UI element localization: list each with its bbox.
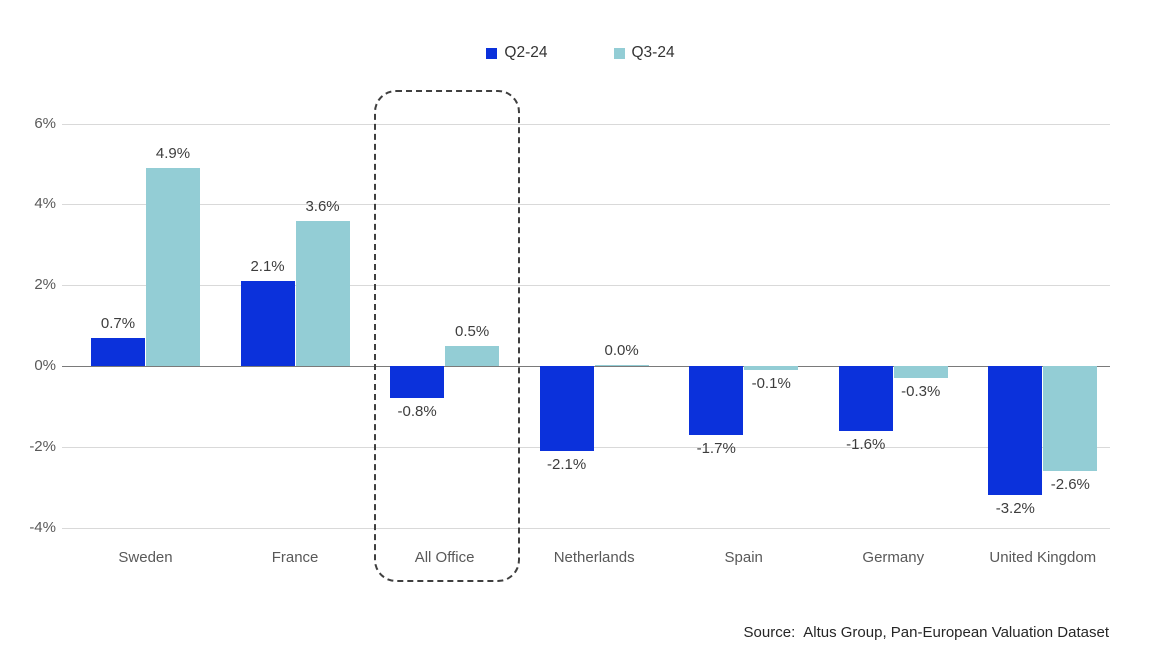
x-axis-label-spain: Spain bbox=[724, 549, 763, 566]
bar-q3-24-united-kingdom bbox=[1043, 366, 1098, 472]
y-tick-label-4: -4% bbox=[29, 518, 56, 536]
data-label-q2-24-all-office: -0.8% bbox=[397, 403, 437, 421]
bar-q2-24-spain bbox=[689, 366, 744, 435]
x-axis-label-sweden: Sweden bbox=[118, 549, 173, 566]
data-label-q3-24-sweden: 4.9% bbox=[155, 145, 191, 163]
y-tick-label-2: -2% bbox=[29, 437, 56, 455]
bar-q2-24-all-office bbox=[390, 366, 445, 399]
legend-swatch-q2-24 bbox=[486, 47, 498, 59]
data-label-q3-24-united-kingdom: -2.6% bbox=[1050, 476, 1090, 494]
y-tick-label-4: 4% bbox=[34, 195, 56, 213]
y-tick-label-0: 0% bbox=[34, 357, 56, 374]
source-label: Source: bbox=[743, 624, 796, 641]
legend-item-q2-24: Q2-24 bbox=[486, 44, 548, 62]
y-tick-label-6: 6% bbox=[34, 114, 56, 132]
y-tick-label-2: 2% bbox=[34, 276, 56, 294]
bar-q2-24-germany bbox=[838, 366, 893, 431]
data-label-q2-24-germany: -1.6% bbox=[846, 435, 886, 453]
x-axis-label-germany: Germany bbox=[862, 549, 925, 566]
data-label-q3-24-germany: -0.3% bbox=[901, 383, 941, 401]
source-note: Source: Altus Group, Pan-European Valuati… bbox=[744, 624, 1109, 641]
bar-q2-24-netherlands bbox=[539, 366, 594, 451]
data-label-q3-24-spain: -0.1% bbox=[751, 375, 791, 393]
legend-label-q3-24: Q3-24 bbox=[631, 44, 675, 61]
x-axis-label-france: France bbox=[271, 549, 319, 566]
y-gridline-6 bbox=[62, 123, 1110, 125]
bar-q2-24-france bbox=[240, 281, 295, 366]
bar-q3-24-sweden bbox=[146, 168, 200, 366]
bar-q2-24-united-kingdom bbox=[988, 366, 1043, 496]
data-label-q2-24-spain: -1.7% bbox=[696, 439, 736, 457]
data-label-q3-24-all-office: 0.5% bbox=[454, 322, 490, 340]
data-label-q2-24-sweden: 0.7% bbox=[100, 314, 136, 332]
bar-q3-24-france bbox=[295, 220, 350, 366]
data-label-q2-24-netherlands: -2.1% bbox=[547, 455, 587, 473]
bar-q2-24-sweden bbox=[91, 337, 145, 366]
legend-swatch-q3-24 bbox=[613, 47, 625, 59]
x-axis-label-netherlands: Netherlands bbox=[553, 549, 635, 566]
source-text: Altus Group, Pan-European Valuation Data… bbox=[803, 624, 1109, 641]
legend-item-q3-24: Q3-24 bbox=[613, 44, 675, 62]
x-axis-label-all-office: All Office bbox=[414, 549, 475, 566]
data-label-q2-24-france: 2.1% bbox=[250, 258, 285, 276]
bar-q3-24-spain bbox=[744, 366, 799, 371]
y-gridline-4 bbox=[62, 204, 1110, 206]
y-gridline-2 bbox=[62, 285, 1110, 287]
data-label-q3-24-france: 3.6% bbox=[305, 197, 340, 215]
x-axis-label-united-kingdom: United Kingdom bbox=[989, 549, 1097, 566]
bar-q3-24-germany bbox=[893, 366, 948, 379]
chart-legend: Q2-24 Q3-24 bbox=[0, 44, 1161, 62]
bar-q3-24-netherlands bbox=[594, 364, 649, 366]
legend-label-q2-24: Q2-24 bbox=[504, 44, 548, 61]
bar-q3-24-all-office bbox=[445, 345, 500, 366]
data-label-q2-24-united-kingdom: -3.2% bbox=[995, 500, 1035, 518]
data-label-q3-24-netherlands: 0.0% bbox=[604, 341, 639, 359]
y-gridline-4 bbox=[62, 527, 1110, 529]
all-office-highlight-box bbox=[373, 90, 520, 582]
